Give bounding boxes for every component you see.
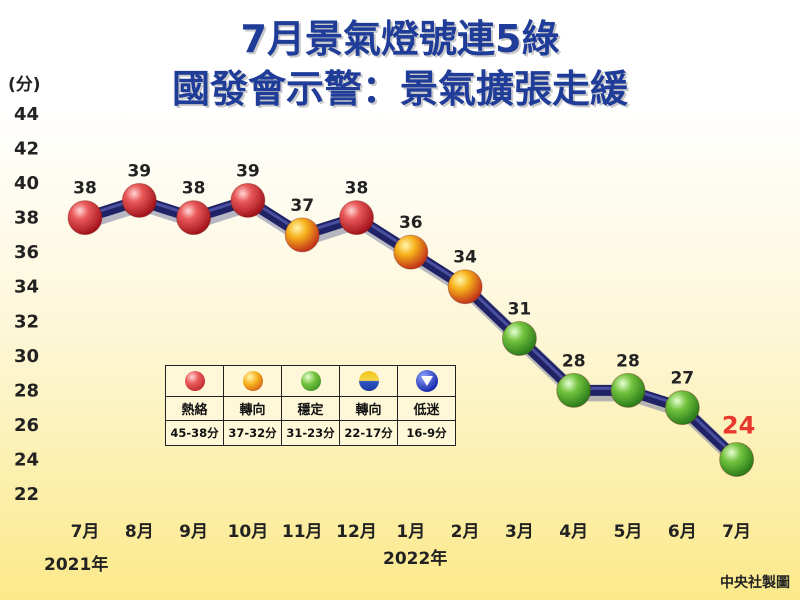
x-tick-label: 4月	[559, 522, 588, 542]
x-tick-label: 2月	[451, 522, 480, 542]
data-label: 27	[670, 369, 694, 389]
legend-name: 低迷	[397, 396, 456, 421]
data-label: 39	[127, 161, 151, 181]
data-label: 31	[508, 300, 532, 320]
x-tick-label: 9月	[179, 522, 208, 542]
y-tick-label: 40	[14, 173, 39, 194]
data-label: 36	[399, 213, 423, 233]
data-point	[719, 441, 755, 477]
data-point	[501, 321, 537, 357]
data-point	[67, 200, 103, 236]
data-label: 28	[562, 351, 586, 371]
legend-cell	[397, 365, 456, 397]
y-axis-unit: (分)	[8, 75, 41, 95]
chart-title: 7月景氣燈號連5綠	[240, 17, 560, 61]
data-point	[176, 200, 212, 236]
legend-range-row: 45-38分 37-32分 31-23分 22-17分 16-9分	[165, 420, 456, 446]
y-tick-label: 24	[14, 449, 39, 470]
legend-range: 22-17分	[339, 420, 398, 446]
green-light-icon	[300, 371, 321, 391]
legend-name: 穩定	[281, 396, 340, 421]
data-point	[230, 182, 266, 218]
x-tick-label: 10月	[228, 522, 269, 542]
light-legend: 熱絡 轉向 穩定 轉向 低迷 45-38分 37-32分 31-23分 22-1…	[165, 365, 456, 446]
legend-name: 轉向	[223, 396, 282, 421]
legend-range: 37-32分	[223, 420, 282, 446]
data-label: 24	[722, 411, 755, 439]
data-label: 38	[182, 179, 206, 199]
data-label: 28	[616, 351, 640, 371]
legend-cell	[339, 365, 398, 397]
yellow-blue-light-icon	[358, 371, 379, 391]
legend-name: 轉向	[339, 396, 398, 421]
year-label-2021: 2021年	[44, 555, 109, 575]
data-point	[664, 390, 700, 426]
data-point	[610, 372, 646, 408]
data-point	[556, 372, 592, 408]
y-tick-label: 34	[14, 277, 39, 298]
source-credit: 中央社製圖	[720, 575, 790, 591]
legend-icon-row	[165, 365, 456, 397]
y-tick-label: 38	[14, 208, 39, 229]
data-label: 38	[73, 179, 97, 199]
legend-name: 熱絡	[165, 396, 224, 421]
legend-cell	[223, 365, 282, 397]
x-tick-label: 5月	[614, 522, 643, 542]
legend-cell	[281, 365, 340, 397]
x-tick-label: 12月	[336, 522, 377, 542]
blue-light-icon	[415, 370, 438, 392]
data-label: 39	[236, 161, 260, 181]
legend-range: 45-38分	[165, 420, 224, 446]
data-label: 37	[290, 196, 314, 216]
x-tick-label: 6月	[668, 522, 697, 542]
data-point	[447, 269, 483, 305]
y-tick-label: 32	[14, 311, 39, 332]
x-tick-label: 7月	[722, 522, 751, 542]
y-tick-label: 44	[14, 104, 39, 125]
data-point	[339, 200, 374, 236]
x-tick-label: 7月	[71, 522, 100, 542]
x-tick-label: 11月	[282, 522, 323, 542]
x-tick-label: 3月	[505, 522, 534, 542]
legend-range: 16-9分	[397, 420, 456, 446]
legend-range: 31-23分	[281, 420, 340, 446]
legend-name-row: 熱絡 轉向 穩定 轉向 低迷	[165, 396, 456, 421]
data-point	[393, 234, 429, 270]
y-tick-label: 26	[14, 415, 39, 436]
data-label: 38	[345, 179, 369, 199]
y-tick-label: 28	[14, 380, 39, 401]
y-tick-label: 42	[14, 139, 39, 160]
yellow-red-light-icon	[242, 371, 263, 391]
x-tick-label: 1月	[396, 522, 425, 542]
red-light-icon	[184, 371, 205, 391]
chart-subtitle: 國發會示警：景氣擴張走緩	[171, 67, 628, 111]
y-tick-label: 36	[14, 242, 39, 263]
x-tick-label: 8月	[125, 522, 154, 542]
data-point	[121, 182, 157, 218]
legend-cell	[165, 365, 224, 397]
y-tick-label: 30	[14, 346, 39, 367]
data-label: 34	[453, 248, 477, 268]
year-label-2022: 2022年	[383, 549, 448, 569]
y-tick-label: 22	[14, 484, 39, 505]
data-point	[284, 217, 320, 253]
